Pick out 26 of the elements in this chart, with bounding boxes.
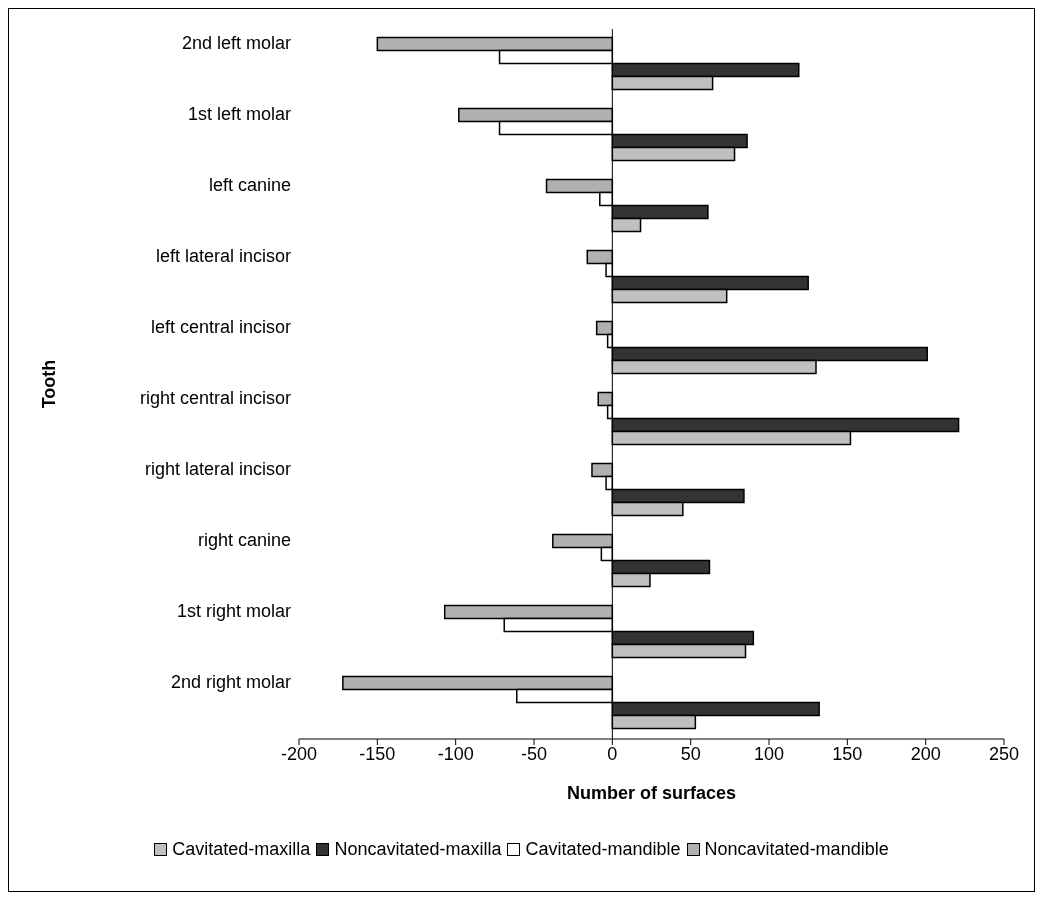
x-tick-label: 150	[832, 743, 863, 764]
x-tick-label: 100	[753, 743, 785, 764]
y-tick-label: 1st right molar	[176, 600, 291, 621]
legend-label: Cavitated-mandible	[524, 839, 681, 860]
x-axis-title: Number of surfaces	[566, 783, 737, 803]
legend-label: Cavitated-maxilla	[171, 839, 311, 860]
legend-label: Noncavitated-mandible	[703, 839, 889, 860]
x-tick-label: 0	[607, 743, 618, 764]
y-tick-label: 1st left molar	[187, 103, 291, 124]
y-tick-label: left central incisor	[150, 316, 291, 337]
x-tick-label: 200	[910, 743, 941, 764]
y-axis-title: Tooth	[39, 359, 60, 409]
x-tick-label: -150	[359, 743, 396, 764]
x-tick-label: -100	[437, 743, 474, 764]
y-tick-label: left lateral incisor	[155, 245, 291, 266]
y-tick-label: 2nd right molar	[170, 671, 291, 692]
x-tick-label: -50	[520, 743, 548, 764]
y-tick-label: right lateral incisor	[144, 458, 291, 479]
x-tick-label: 50	[680, 743, 701, 764]
y-tick-label: 2nd left molar	[181, 32, 291, 53]
y-tick-label: right central incisor	[139, 387, 291, 408]
y-tick-label: right canine	[197, 529, 291, 550]
x-tick-label: -200	[280, 743, 318, 764]
x-tick-label: 250	[988, 743, 1020, 764]
y-tick-label: left canine	[208, 174, 291, 195]
legend-label: Noncavitated-maxilla	[333, 839, 502, 860]
